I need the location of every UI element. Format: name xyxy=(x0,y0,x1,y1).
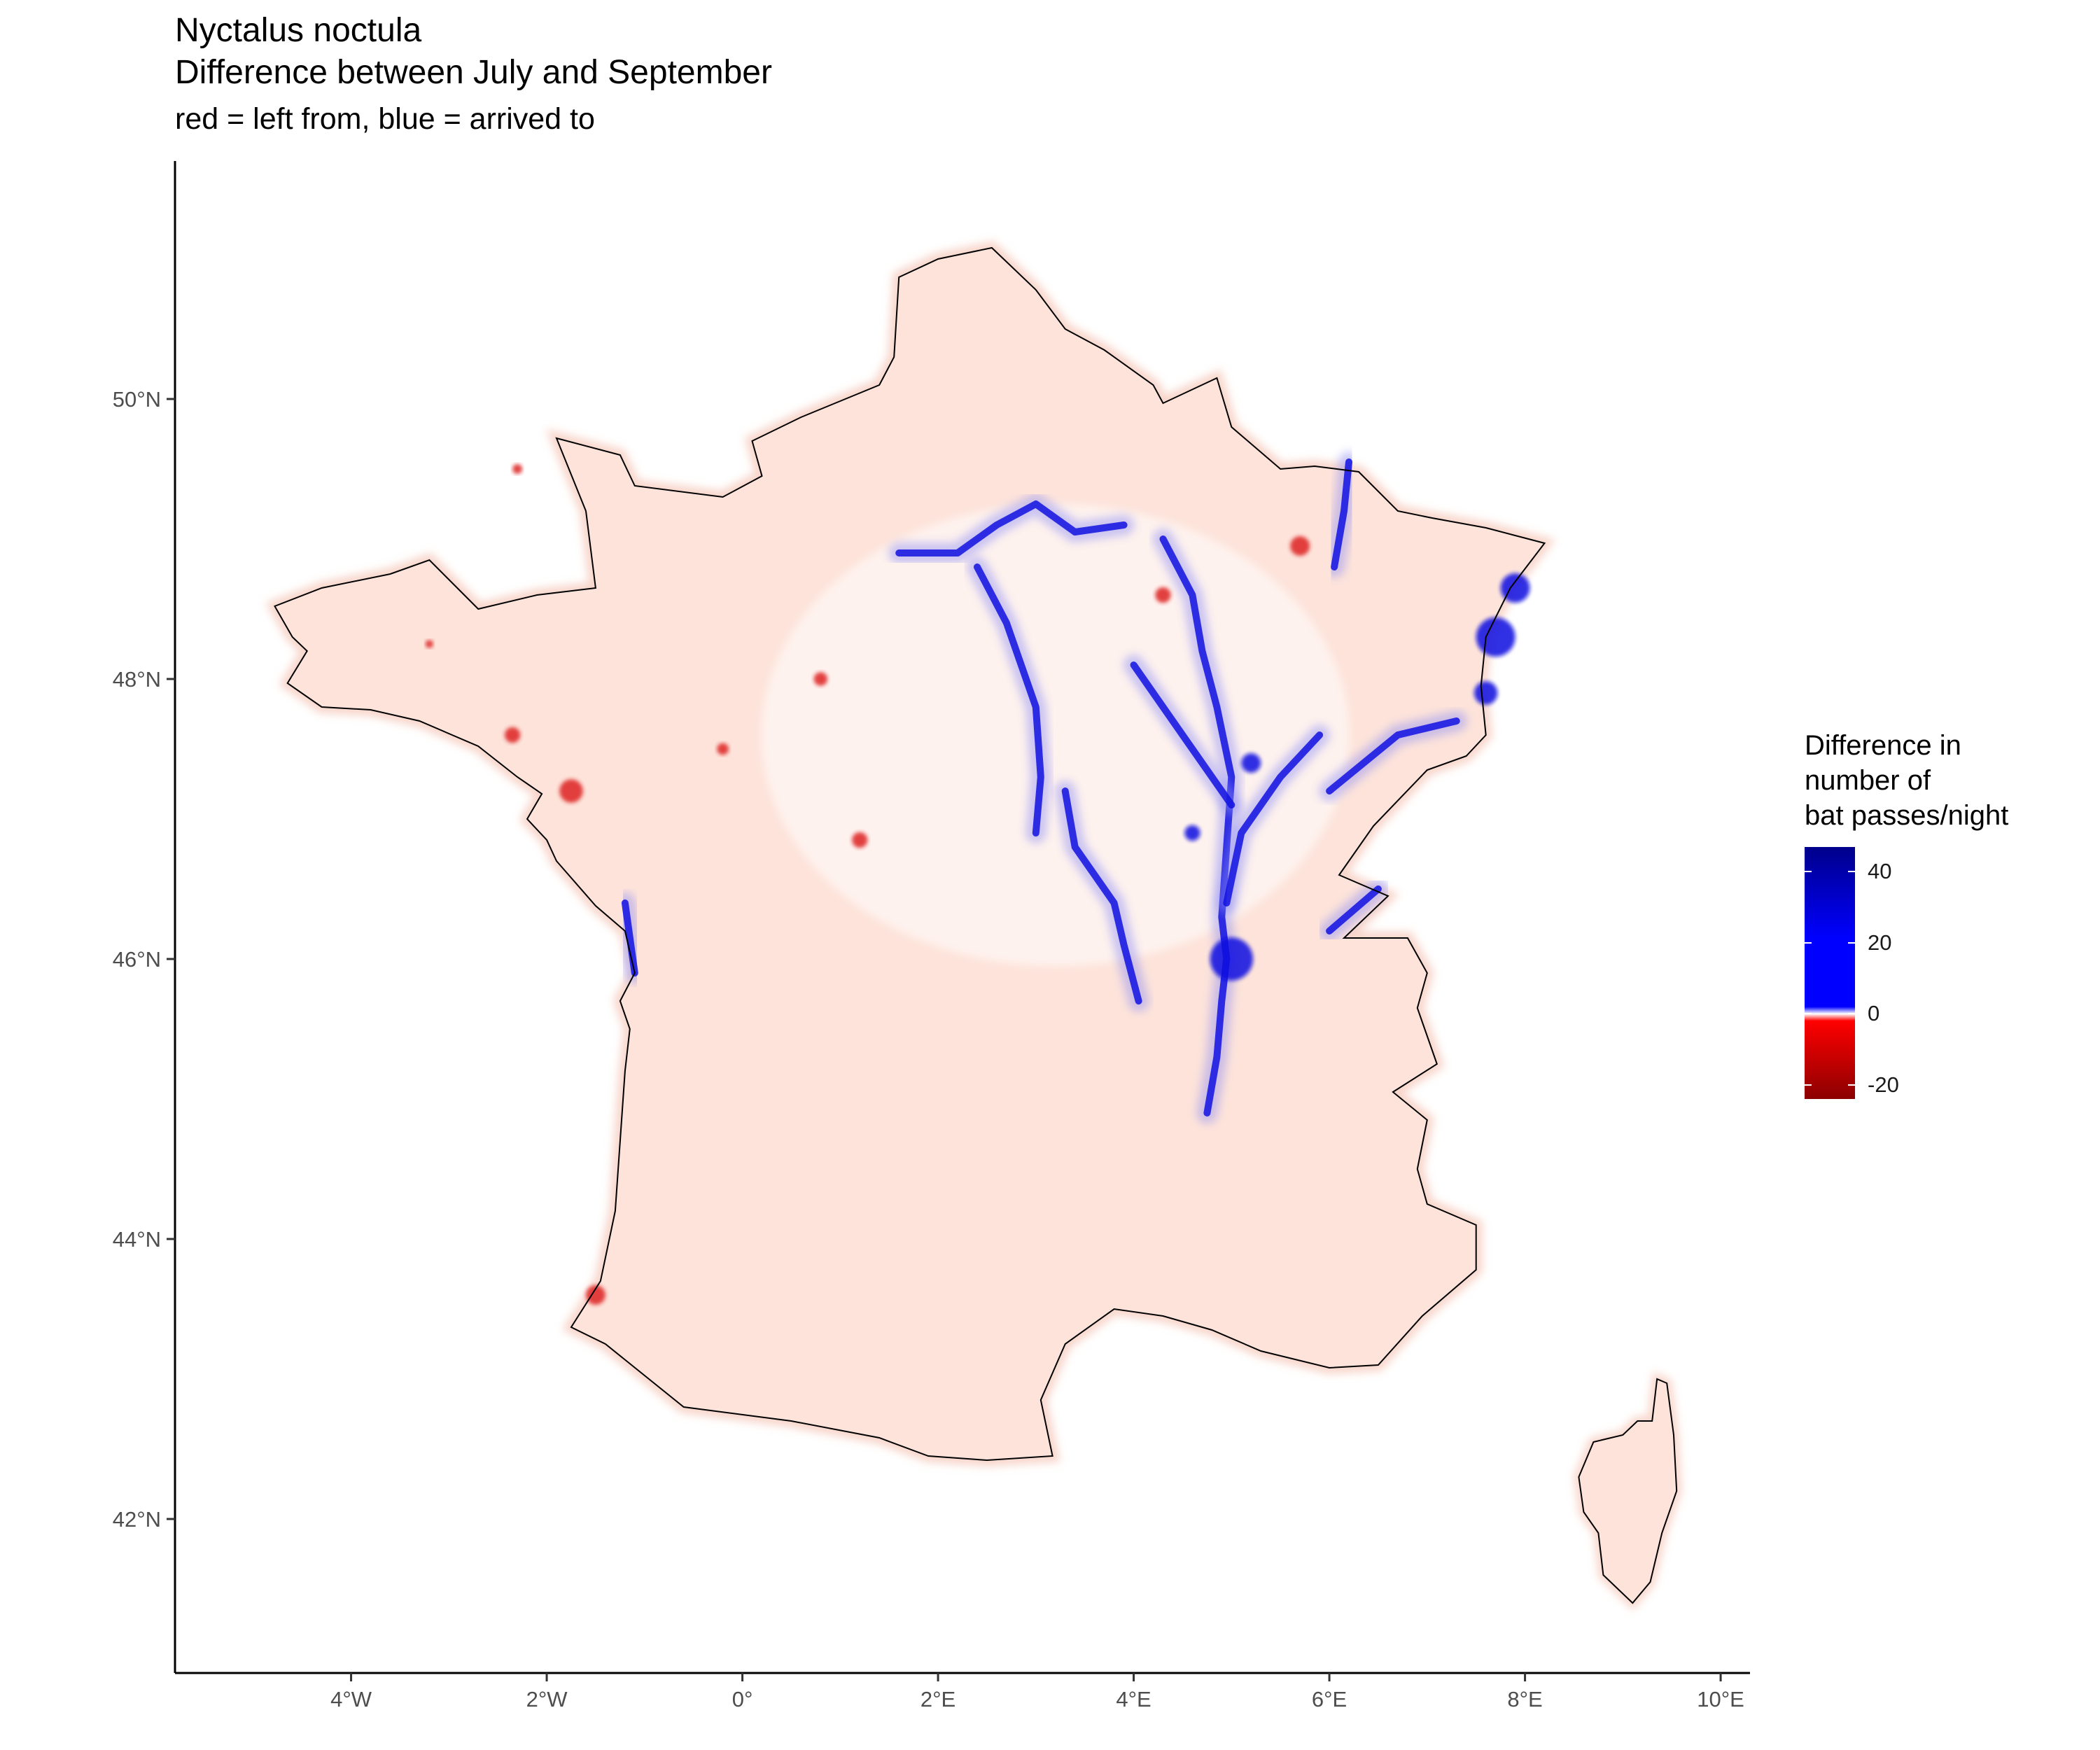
legend-tick-mark xyxy=(1805,1013,1812,1015)
corsica-land xyxy=(1578,1379,1677,1603)
x-tick-label: 4°W xyxy=(330,1687,372,1712)
corsica-coastline xyxy=(1578,1378,1678,1604)
neutral-zone xyxy=(761,504,1350,966)
arrival-path xyxy=(895,500,1128,556)
y-tick-label: 48°N xyxy=(113,667,161,692)
y-tick-label: 44°N xyxy=(113,1227,161,1252)
arrival-hotspot xyxy=(1500,573,1530,603)
x-tick-label: 0° xyxy=(732,1687,753,1712)
legend-tick-mark xyxy=(1848,1013,1855,1015)
arrival-path xyxy=(974,564,1044,836)
arrival-hotspot xyxy=(1241,753,1261,773)
legend-tick-label: -20 xyxy=(1868,1072,1899,1097)
legend-title-line1: Difference in xyxy=(1805,730,1961,761)
departure-spot xyxy=(559,779,583,803)
departure-spot xyxy=(425,640,433,648)
legend-tick-mark xyxy=(1805,941,1812,944)
arrival-path xyxy=(1326,886,1382,934)
y-tick-label: 42°N xyxy=(113,1507,161,1532)
legend-body: 40 20 0 -20 xyxy=(1805,847,2015,1099)
arrival-path xyxy=(1061,788,1142,1004)
departure-spot xyxy=(512,464,523,474)
x-tick-label: 6°E xyxy=(1312,1687,1347,1712)
arrival-path xyxy=(1326,718,1460,794)
title-block: Nyctalus noctula Difference between July… xyxy=(175,10,772,139)
plot-title-line1: Nyctalus noctula xyxy=(175,12,422,49)
arrival-path xyxy=(1130,662,1236,808)
legend-tick-label: 20 xyxy=(1868,930,1892,955)
arrival-hotspot xyxy=(1476,617,1516,657)
x-tick-label: 4°E xyxy=(1116,1687,1151,1712)
x-tick-label: 10°E xyxy=(1697,1687,1744,1712)
legend-title-line2: number of xyxy=(1805,765,1931,796)
legend-tick-label: 40 xyxy=(1868,859,1892,884)
legend-colorbar xyxy=(1805,847,1855,1099)
plot-subtitle: red = left from, blue = arrived to xyxy=(175,102,595,136)
legend-tick-mark xyxy=(1848,871,1855,873)
legend-tick-mark xyxy=(1848,1084,1855,1086)
legend: Difference in number of bat passes/night… xyxy=(1805,728,2015,1099)
map-layer xyxy=(265,241,1682,1611)
departure-spot xyxy=(585,1285,606,1305)
departure-spot xyxy=(1155,587,1171,603)
y-tick-label: 46°N xyxy=(113,947,161,972)
arrival-path xyxy=(1331,458,1352,570)
axes-layer: 4°W 2°W 0° 2°E 4°E 6°E 8°E 10°E 42°N 44°N 46°N 48°N… xyxy=(113,161,1750,1712)
x-tick-label: 2°W xyxy=(526,1687,568,1712)
legend-tick-mark xyxy=(1805,1084,1812,1086)
arrival-hotspot xyxy=(1184,825,1200,841)
arrival-path xyxy=(1223,732,1324,906)
legend-tick-mark xyxy=(1848,941,1855,944)
legend-tick-mark xyxy=(1805,871,1812,873)
plot-title-line2: Difference between July and September xyxy=(175,54,772,91)
x-tick-label: 2°E xyxy=(920,1687,955,1712)
departure-spot xyxy=(717,743,729,755)
arrival-hotspot xyxy=(1474,681,1498,705)
arrival-path xyxy=(1159,536,1236,1116)
arrival-hotspot xyxy=(1210,937,1254,981)
france-coastline xyxy=(274,246,1546,1462)
departure-spot xyxy=(813,672,828,686)
departure-spot xyxy=(504,727,521,743)
legend-tick-label: 0 xyxy=(1868,1001,1880,1026)
legend-title-line3: bat passes/night xyxy=(1805,800,2009,831)
y-tick-label: 50°N xyxy=(113,387,161,412)
departure-spot xyxy=(852,832,868,848)
arrival-path xyxy=(621,899,638,976)
x-tick-label: 8°E xyxy=(1507,1687,1542,1712)
departure-spot xyxy=(1290,536,1310,556)
